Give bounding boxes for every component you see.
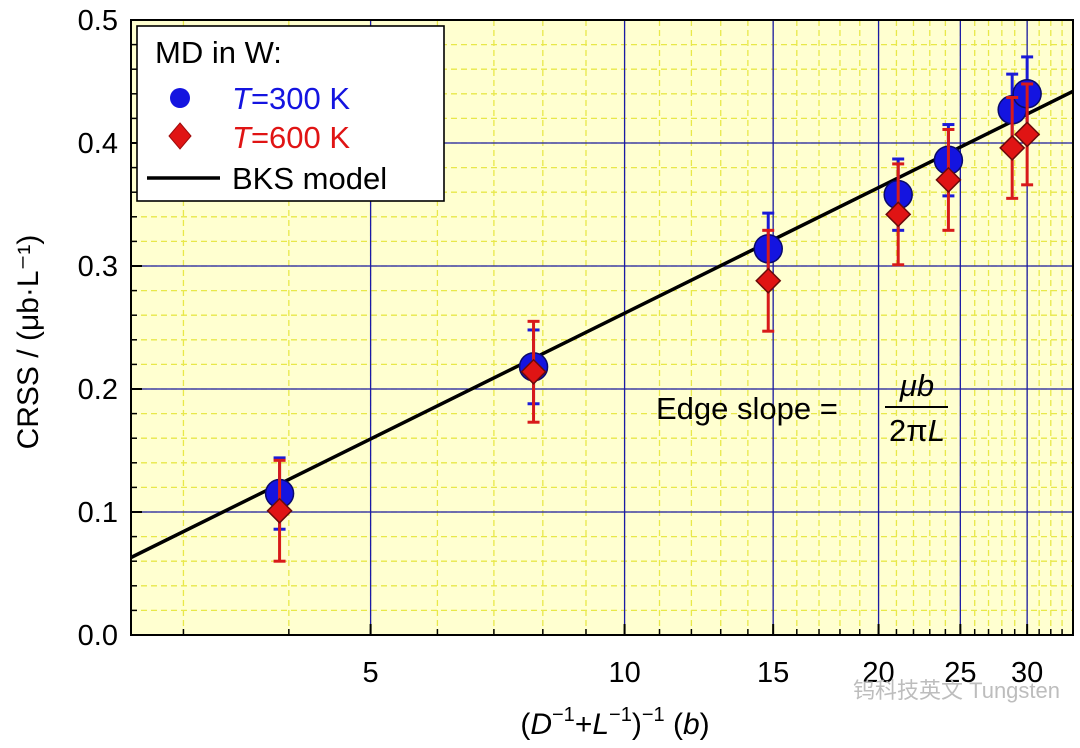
point-600k xyxy=(520,358,547,385)
point-600k xyxy=(1014,121,1041,148)
slope-annotation: Edge slope = μb 2πL xyxy=(656,368,948,448)
legend-label-300k: T=300 K xyxy=(232,81,350,116)
y-tick-label: 0.2 xyxy=(78,374,118,406)
data-layer xyxy=(264,55,1042,563)
legend-label-bks: BKS model xyxy=(232,161,387,196)
x-tick-label: 20 xyxy=(862,657,894,689)
legend-title: MD in W: xyxy=(155,35,282,70)
point-600k xyxy=(266,497,293,524)
annotation-denominator: 2πL xyxy=(889,413,945,448)
y-axis-title: CRSS / (μb·L⁻¹) xyxy=(12,235,45,450)
x-tick-label: 10 xyxy=(608,657,640,689)
point-600k xyxy=(885,201,912,228)
legend-label-600k: T=600 K xyxy=(232,120,350,155)
point-600k xyxy=(755,267,782,294)
legend-marker-300k xyxy=(170,88,190,108)
legend: MD in W: T=300 K T=600 K BKS model xyxy=(136,25,445,202)
model-layer xyxy=(131,89,1073,560)
point-600k xyxy=(999,134,1026,161)
annotation-lhs: Edge slope = xyxy=(656,391,846,426)
x-tick-label: 25 xyxy=(944,657,976,689)
x-tick-label: 30 xyxy=(1011,657,1043,689)
x-tick-label: 15 xyxy=(757,657,789,689)
y-tick-label: 0.1 xyxy=(78,497,118,529)
x-axis-title: (D−1+L−1)−1 (b) xyxy=(520,704,709,741)
watermark: 钨科技英文 Tungsten xyxy=(853,678,1060,703)
y-tick-label: 0.3 xyxy=(78,251,118,283)
bks-model-line xyxy=(131,89,1073,560)
y-tick-label: 0.0 xyxy=(78,620,118,652)
x-tick-label: 5 xyxy=(363,657,379,689)
y-tick-label: 0.5 xyxy=(78,5,118,37)
legend-box xyxy=(136,25,445,202)
legend-marker-600k xyxy=(168,122,192,150)
annotation-numerator: μb xyxy=(899,368,934,403)
point-600k xyxy=(935,166,962,193)
tick-layer: 5 10 15 20 25 30 0.0 0.1 0.2 0.3 0.4 0.5 xyxy=(78,5,1074,689)
plot-frame xyxy=(130,19,1074,636)
y-tick-label: 0.4 xyxy=(78,128,118,160)
